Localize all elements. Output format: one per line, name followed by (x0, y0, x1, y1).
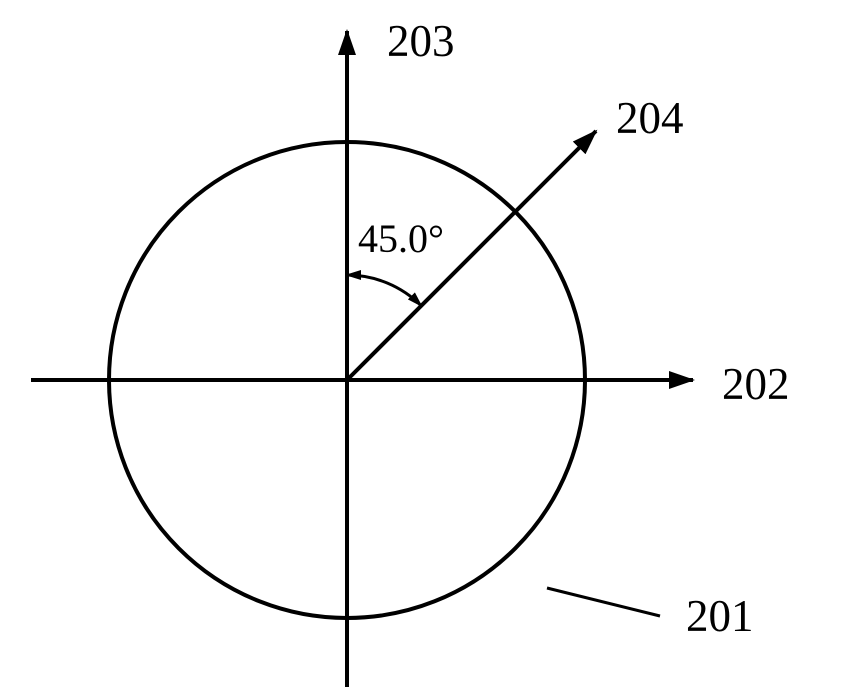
label-201: 201 (686, 590, 754, 642)
label-202: 202 (722, 358, 790, 410)
callout-line-201 (547, 588, 660, 616)
label-204: 204 (616, 92, 684, 144)
diagram-stage: 45.0° 203 204 202 201 (0, 0, 846, 687)
diagram-svg (0, 0, 846, 687)
angle-arc (347, 275, 421, 306)
label-203: 203 (387, 15, 455, 67)
angle-label: 45.0° (358, 215, 444, 262)
